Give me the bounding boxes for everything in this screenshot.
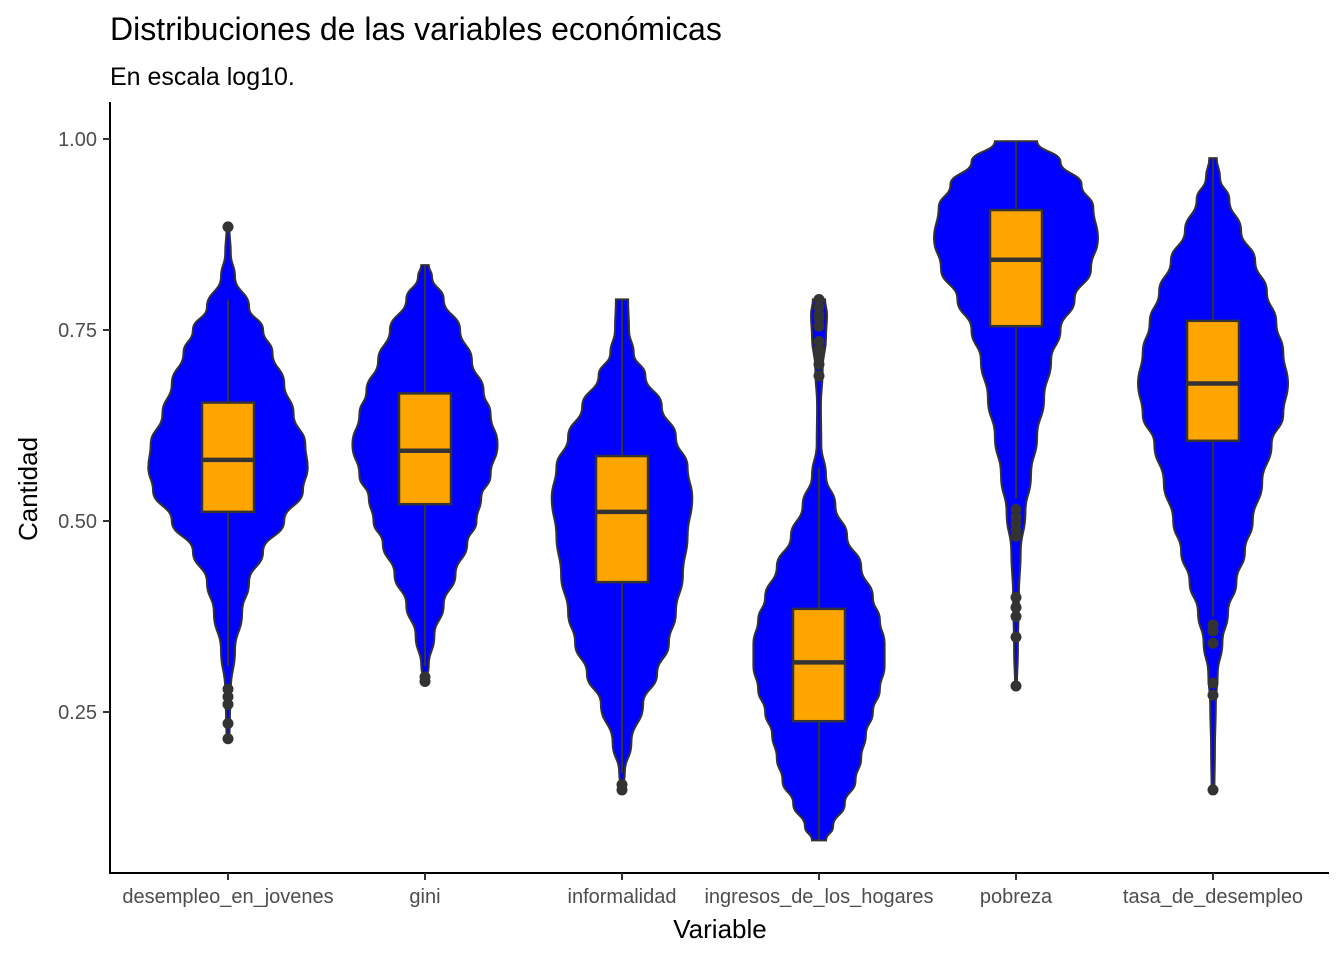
outlier-point xyxy=(813,320,825,332)
box-informalidad xyxy=(594,454,650,584)
axes: desempleo_en_jovenes gini informalidad ingr… xyxy=(58,102,1329,908)
outlier-point xyxy=(813,301,825,313)
outlier-point xyxy=(1010,601,1022,613)
outlier-point xyxy=(1010,511,1022,523)
box-tasa_de_desempleo xyxy=(1185,319,1241,443)
outlier-point xyxy=(222,683,234,695)
outlier-point xyxy=(1207,637,1219,649)
y-tick-label: 1.00 xyxy=(58,129,97,151)
x-tick-label-ingresos_de_los_hogares: ingresos_de_los_hogares xyxy=(704,886,933,908)
y-tick-label: 0.50 xyxy=(58,511,97,533)
outlier-point xyxy=(222,221,234,233)
box-desempleo_en_jovenes xyxy=(200,401,256,514)
plot-area xyxy=(147,140,1290,842)
outlier-point xyxy=(813,309,825,321)
outlier-point xyxy=(1010,611,1022,622)
x-tick-label-gini: gini xyxy=(409,886,440,908)
outlier-point xyxy=(616,779,628,791)
outlier-point xyxy=(1207,619,1219,631)
outlier-point xyxy=(222,698,234,710)
outlier-point xyxy=(1010,631,1022,643)
y-tick-label: 0.25 xyxy=(58,702,97,724)
y-tick-label: 0.75 xyxy=(58,320,97,342)
outlier-point xyxy=(1207,784,1219,796)
x-axis-title: Variable xyxy=(673,914,766,944)
outlier-point xyxy=(1010,504,1022,516)
outlier-point xyxy=(1207,677,1219,689)
outlier-point xyxy=(813,293,825,305)
outlier-point xyxy=(813,351,825,363)
box-pobreza xyxy=(988,208,1044,328)
outlier-point xyxy=(419,671,431,683)
outlier-point xyxy=(222,733,234,745)
outlier-point xyxy=(813,358,825,370)
chart-subtitle: En escala log10. xyxy=(110,63,295,91)
chart-title: Distribuciones de las variables económic… xyxy=(110,11,722,47)
box-ingresos_de_los_hogares xyxy=(791,607,847,723)
outlier-point xyxy=(222,717,234,729)
x-tick-label-tasa_de_desempleo: tasa_de_desempleo xyxy=(1123,886,1303,908)
outlier-point xyxy=(813,335,825,347)
outlier-point xyxy=(1207,689,1219,701)
x-tick-label-pobreza: pobreza xyxy=(980,886,1053,908)
outlier-point xyxy=(813,343,825,355)
outlier-point xyxy=(1010,591,1022,603)
outlier-point xyxy=(813,370,825,382)
outlier-point xyxy=(222,691,234,703)
x-tick-label-desempleo_en_jovenes: desempleo_en_jovenes xyxy=(122,886,333,908)
x-tick-label-informalidad: informalidad xyxy=(568,886,677,908)
y-axis-title: Cantidad xyxy=(13,437,43,541)
outlier-point xyxy=(1010,680,1022,692)
